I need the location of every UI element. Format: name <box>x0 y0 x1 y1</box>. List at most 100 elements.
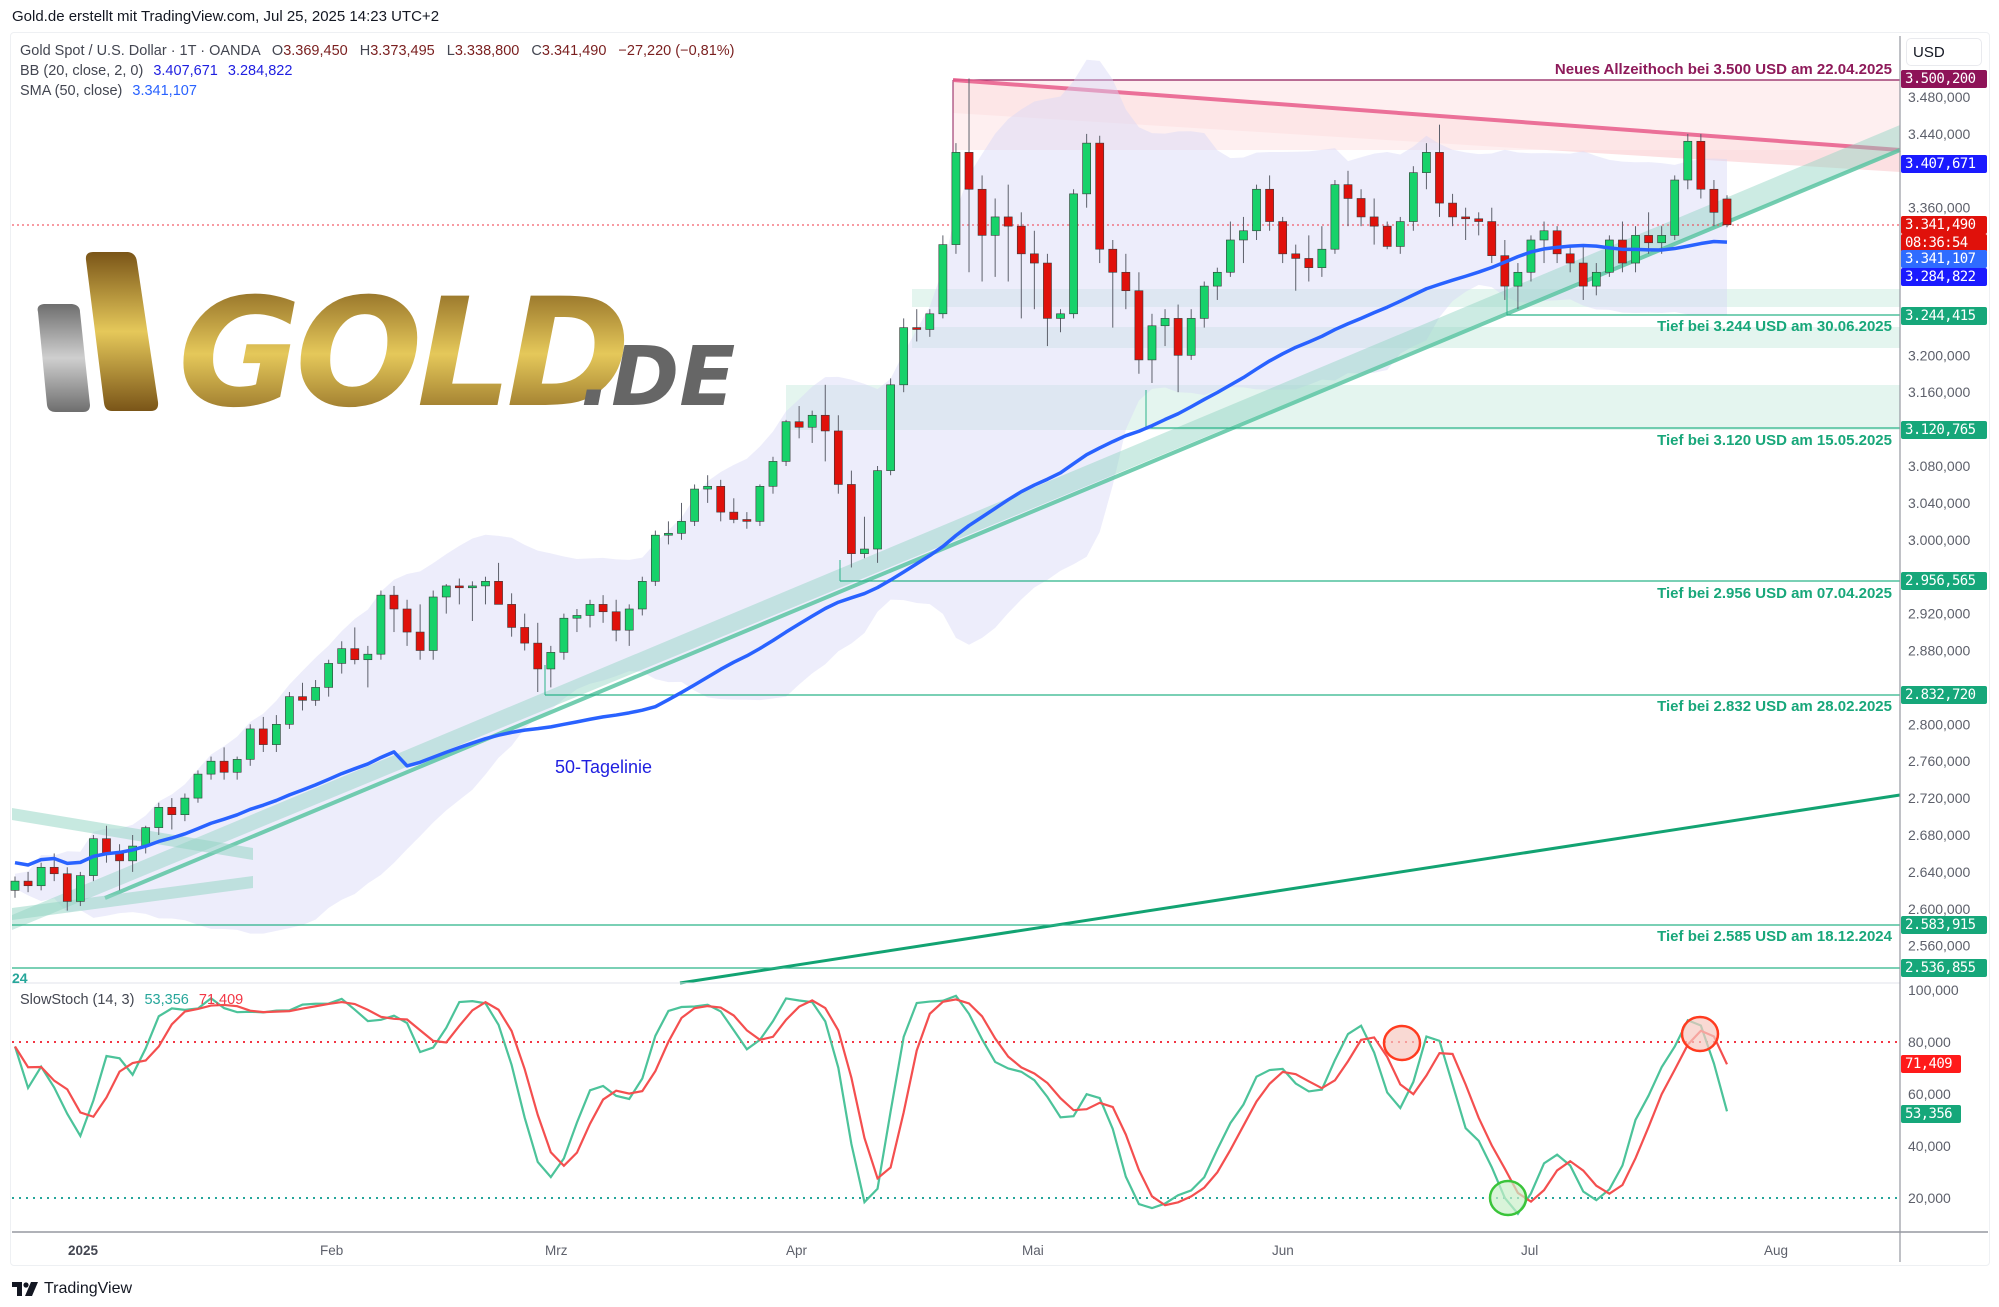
svg-text:3.160,000: 3.160,000 <box>1908 384 1970 400</box>
candle <box>1657 235 1667 244</box>
sma-value: 3.341,107 <box>132 83 197 99</box>
candle <box>546 652 556 670</box>
year-fragment-label: 24 <box>12 970 28 986</box>
stoch-k-line <box>13 994 1729 1216</box>
candle <box>128 845 137 862</box>
candle <box>62 873 72 902</box>
price-tag: 2.956,565 <box>1901 572 1987 590</box>
candle <box>1134 290 1144 361</box>
candle <box>637 581 647 610</box>
candle <box>1212 271 1222 287</box>
candle <box>272 723 281 745</box>
legend-sma-row[interactable]: SMA (50, close) 3.341,107 <box>20 81 735 101</box>
sma-50-label: 50-Tagelinie <box>555 757 653 777</box>
candle <box>1160 318 1170 327</box>
candle <box>245 728 255 760</box>
candle <box>794 421 804 428</box>
price-tag: 08:36:54 <box>1901 234 1987 252</box>
candle <box>1565 253 1575 264</box>
osc-d-value: 71,409 <box>198 992 244 1008</box>
candle <box>1552 230 1562 255</box>
price-tag: 3.284,822 <box>1901 268 1987 286</box>
candle <box>363 653 373 661</box>
candle <box>1147 325 1157 361</box>
x-tick-mai: Mai <box>1022 1243 1044 1258</box>
candle <box>180 797 190 816</box>
candle <box>755 485 765 522</box>
legend-bb-row[interactable]: BB (20, close, 2, 0) 3.407,671 3.284,822 <box>20 61 735 81</box>
candle <box>1304 258 1314 268</box>
price-tag: 3.341,490 <box>1901 216 1987 234</box>
x-tick-jul: Jul <box>1521 1243 1539 1258</box>
candle <box>781 421 791 462</box>
tradingview-brand: TradingView <box>44 1280 133 1297</box>
candle <box>441 585 451 598</box>
x-tick-mrz: Mrz <box>545 1243 568 1258</box>
candle <box>1448 202 1457 218</box>
candle <box>206 760 216 775</box>
candle <box>10 880 20 891</box>
candle <box>1513 271 1523 287</box>
svg-text:2.640,000: 2.640,000 <box>1908 864 1970 880</box>
candle <box>1343 184 1353 199</box>
osc-label: SlowStoch (14, 3) <box>20 992 135 1008</box>
candle <box>1252 188 1261 232</box>
candle <box>481 581 490 587</box>
svg-text:80,000: 80,000 <box>1908 1034 1951 1050</box>
candle <box>1330 184 1340 250</box>
candle <box>428 596 438 651</box>
price-tag: 2.583,915 <box>1901 916 1987 934</box>
candle <box>742 519 752 522</box>
candle <box>468 585 477 589</box>
svg-text:3.440,000: 3.440,000 <box>1908 126 1970 142</box>
candle <box>23 880 33 887</box>
candle <box>1500 255 1510 287</box>
candle <box>1539 230 1549 241</box>
candle <box>598 604 608 613</box>
candle <box>886 384 895 471</box>
candle <box>1265 188 1274 222</box>
candle <box>219 760 229 773</box>
candle <box>585 604 595 616</box>
svg-text:60,000: 60,000 <box>1908 1086 1951 1102</box>
candle <box>1382 225 1392 247</box>
candle <box>664 533 673 536</box>
candle <box>520 627 530 644</box>
candle <box>847 484 856 554</box>
candle <box>1003 216 1013 227</box>
candle <box>990 216 1000 236</box>
candle <box>494 581 503 605</box>
candle <box>690 488 699 522</box>
candle <box>167 807 177 816</box>
oscillator-legend[interactable]: SlowStoch (14, 3) 53,356 71,409 <box>20 992 243 1008</box>
x-tick-feb: Feb <box>320 1243 344 1258</box>
candle <box>1683 140 1693 181</box>
svg-text:2.680,000: 2.680,000 <box>1908 827 1970 843</box>
candle <box>1670 179 1680 236</box>
candle <box>559 617 569 653</box>
candle <box>350 648 360 661</box>
candle <box>102 838 111 854</box>
svg-text:3.480,000: 3.480,000 <box>1908 89 1970 105</box>
candle <box>507 604 516 628</box>
candle <box>768 461 778 487</box>
level-annotation: Tief bei 2.956 USD am 07.04.2025 <box>1657 585 1892 602</box>
candle <box>389 594 399 610</box>
x-tick-apr: Apr <box>786 1243 808 1258</box>
candle <box>820 414 830 432</box>
currency-selector[interactable]: USD <box>1906 38 1982 66</box>
tradingview-logo-icon <box>12 1282 38 1296</box>
candle <box>938 244 948 315</box>
candle <box>402 608 412 633</box>
candle <box>1121 271 1131 292</box>
candle <box>1095 142 1105 250</box>
chart-frame <box>10 32 1990 1266</box>
tradingview-footer[interactable]: TradingView <box>12 1280 132 1298</box>
svg-text:2.600,000: 2.600,000 <box>1908 901 1970 917</box>
candle <box>36 866 46 887</box>
candle <box>1291 253 1301 259</box>
legend-symbol-row[interactable]: Gold Spot / U.S. Dollar · 1T · OANDA O3.… <box>20 43 735 59</box>
candle <box>1644 235 1653 244</box>
candle <box>1474 218 1484 222</box>
